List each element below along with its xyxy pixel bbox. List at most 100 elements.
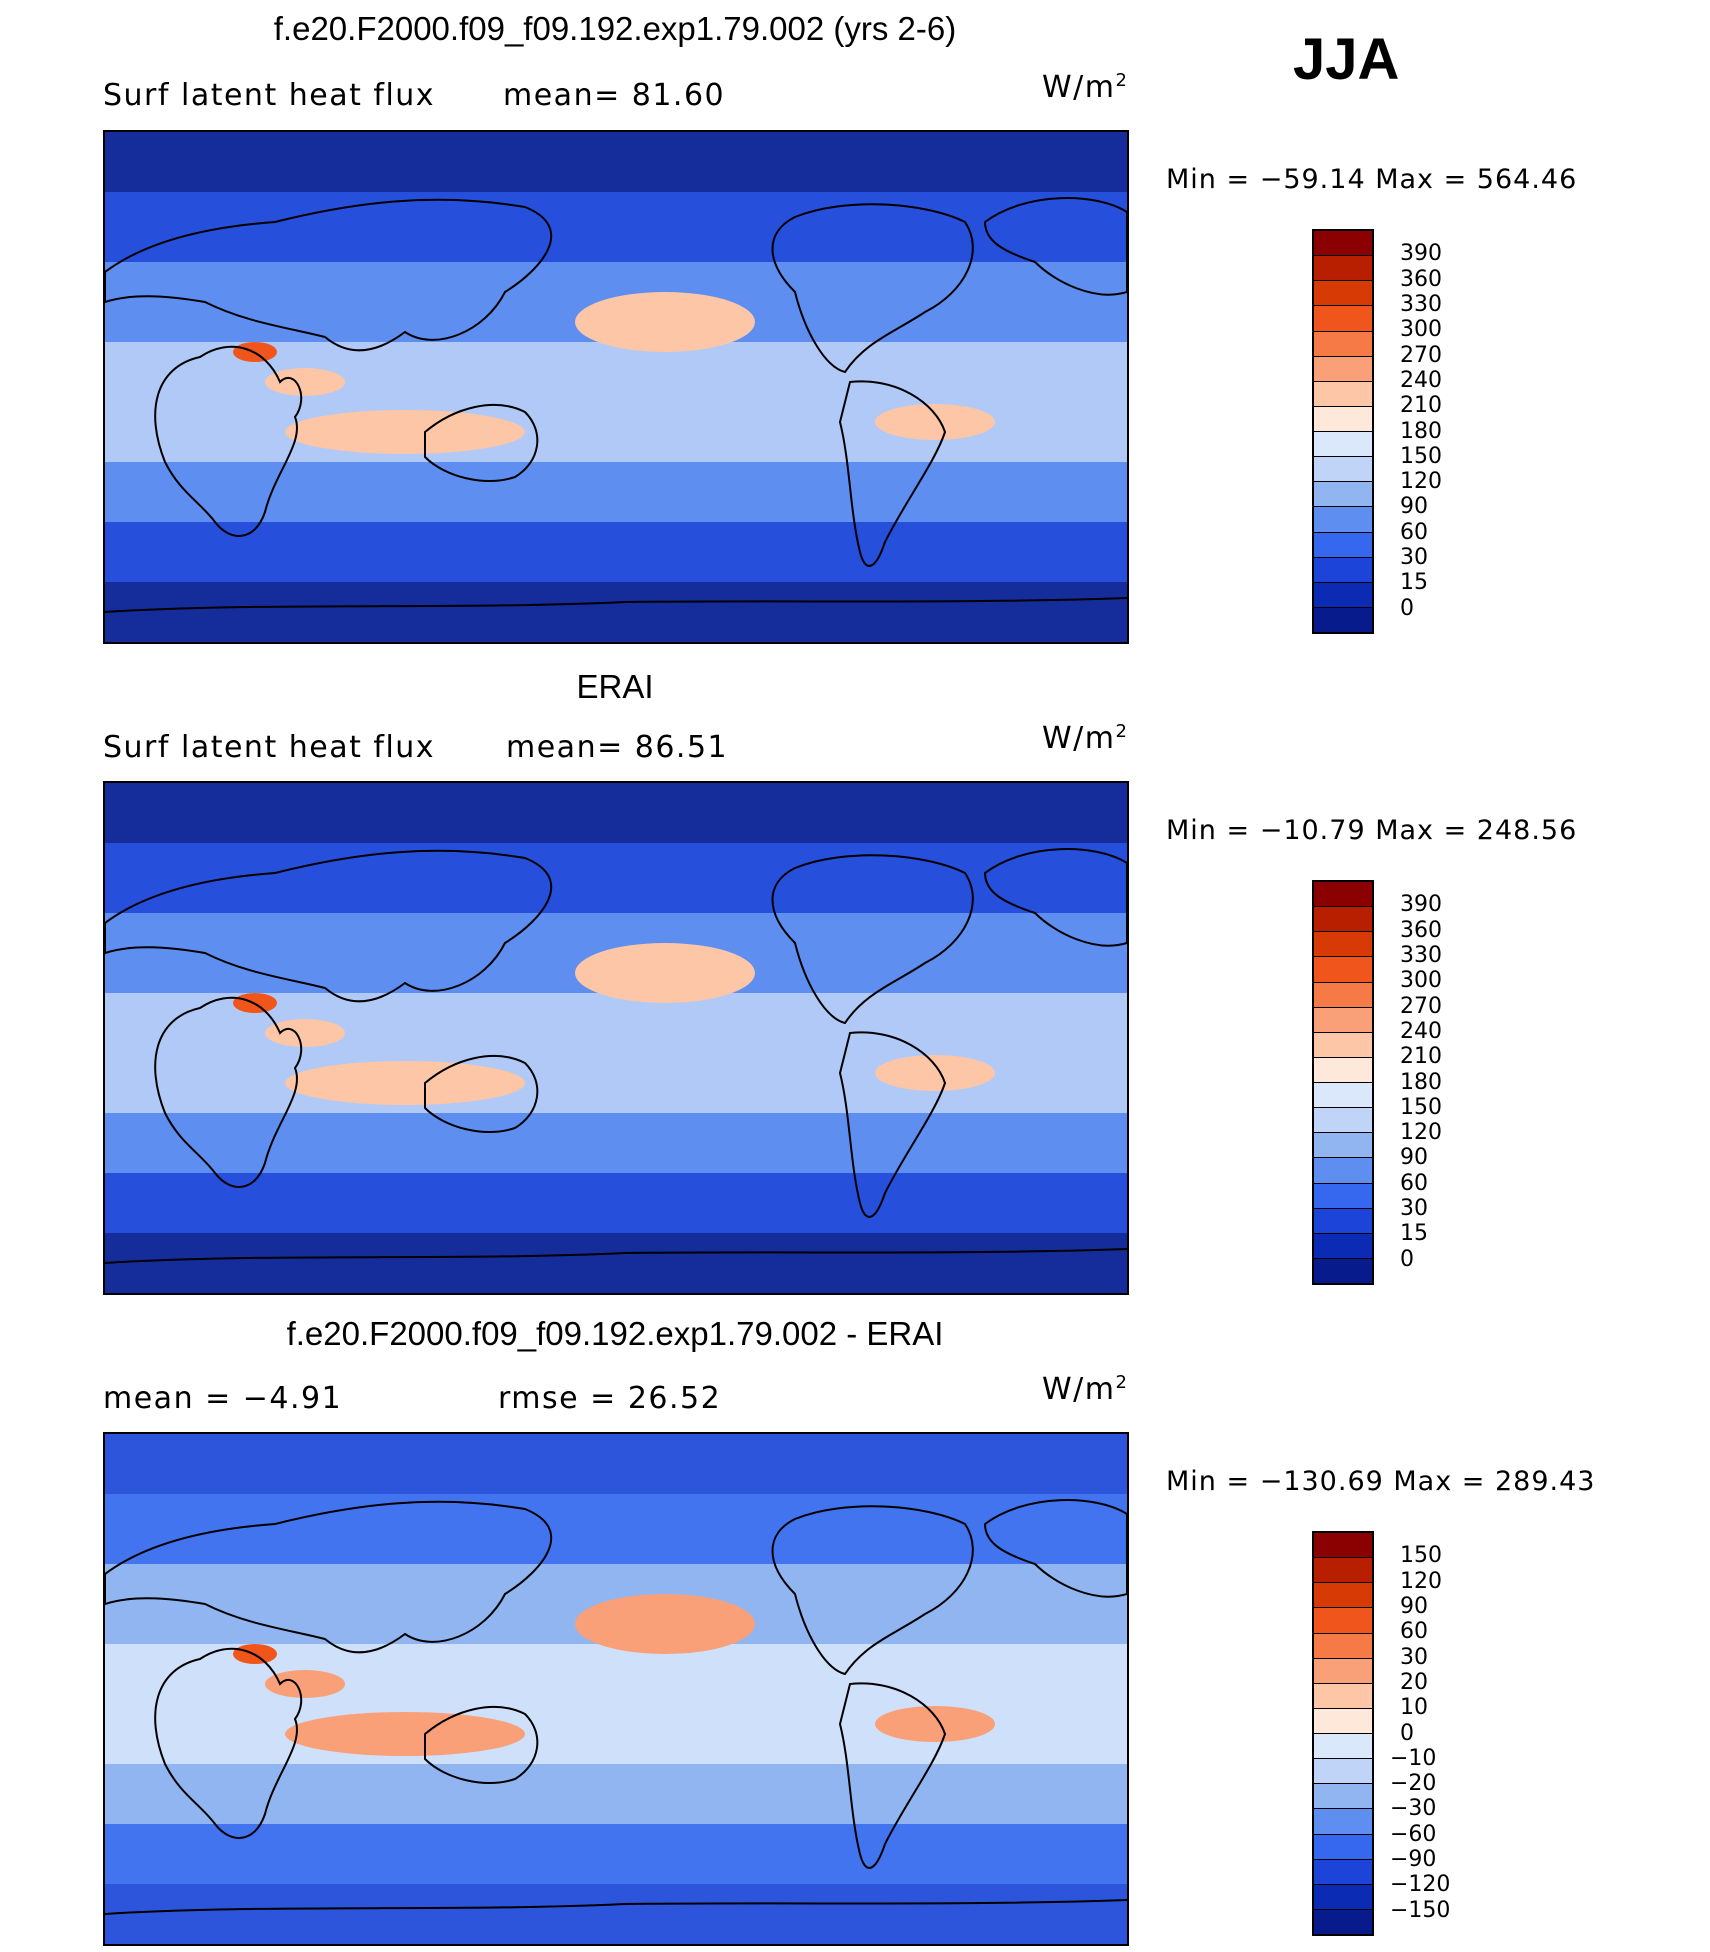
contour-band — [105, 1233, 1127, 1293]
colorbar-tick-label: 60 — [1400, 1170, 1428, 1196]
colorbar-swatch — [1314, 432, 1372, 458]
colorbar-tick-label: −150 — [1390, 1897, 1451, 1923]
colorbar-swatch — [1314, 1759, 1372, 1785]
colorbar-tick-label: 150 — [1400, 443, 1442, 469]
colorbar-swatch — [1314, 1233, 1372, 1259]
coastline — [105, 1899, 1127, 1915]
panel-2-title: ERAI — [576, 668, 654, 705]
colorbar-tick-label: 180 — [1400, 418, 1442, 444]
contour-band — [105, 522, 1127, 582]
panel-1-mean-label: mean= 81.60 — [503, 78, 726, 113]
colorbar-swatch — [1314, 256, 1372, 282]
colorbar-swatch — [1314, 457, 1372, 483]
contour-band — [105, 1434, 1127, 1494]
colorbar-swatch — [1314, 1183, 1372, 1209]
colorbar-swatch — [1314, 1708, 1372, 1734]
colorbar-swatch — [1314, 1057, 1372, 1083]
colorbar-tick-label: 30 — [1400, 1196, 1428, 1222]
panel-3-map — [103, 1432, 1129, 1946]
coastline — [105, 1500, 553, 1654]
contour-band — [105, 192, 1127, 262]
colorbar-swatch — [1314, 1608, 1372, 1634]
coastline — [983, 197, 1127, 296]
colorbar-tick-label: 330 — [1400, 291, 1442, 317]
colorbar-tick-label: 360 — [1400, 917, 1442, 943]
contour-band — [105, 132, 1127, 192]
contour-blob — [875, 1055, 995, 1091]
coastline — [424, 404, 539, 482]
colorbar-swatch — [1314, 607, 1372, 632]
colorbar-tick-label: 270 — [1400, 342, 1442, 368]
contour-blob — [575, 292, 755, 352]
panel-3-mean-label: mean = −4.91 — [103, 1381, 343, 1416]
coastline — [838, 1682, 947, 1869]
coastline — [983, 848, 1127, 947]
coastline — [424, 1706, 539, 1784]
panel-3-min-max: Min = −130.69 Max = 289.43 — [1166, 1466, 1596, 1497]
colorbar-swatch — [1314, 1734, 1372, 1760]
panel-3-colorbar — [1312, 1531, 1374, 1936]
colorbar-swatch — [1314, 1633, 1372, 1659]
colorbar-swatch — [1314, 1683, 1372, 1709]
panel-3-map-field — [105, 1434, 1127, 1944]
panel-1-map-field — [105, 132, 1127, 642]
contour-band — [105, 342, 1127, 462]
colorbar-tick-label: 0 — [1400, 1246, 1414, 1272]
colorbar-tick-label: 300 — [1400, 317, 1442, 343]
panel-2-map-field — [105, 783, 1127, 1293]
contour-blob — [285, 410, 525, 454]
colorbar-swatch — [1314, 306, 1372, 332]
panel-3-rmse-label: rmse = 26.52 — [498, 1381, 722, 1416]
colorbar-swatch — [1314, 1133, 1372, 1159]
contour-band — [105, 783, 1127, 843]
contour-blob — [575, 943, 755, 1003]
contour-band — [105, 993, 1127, 1113]
coastline — [105, 198, 553, 352]
colorbar-tick-label: 60 — [1400, 1619, 1428, 1645]
colorbar-tick-label: 390 — [1400, 241, 1442, 267]
colorbar-tick-label: 90 — [1400, 494, 1428, 520]
colorbar-tick-label: 120 — [1400, 469, 1442, 495]
colorbar-swatch — [1314, 1158, 1372, 1184]
colorbar-tick-label: −10 — [1390, 1745, 1437, 1771]
colorbar-swatch — [1314, 957, 1372, 983]
coastline — [983, 1499, 1127, 1598]
colorbar-swatch — [1314, 1859, 1372, 1885]
colorbar-swatch — [1314, 982, 1372, 1008]
panel-3-colorbar-labels: 150 120 90 60 30 20 10 0 −10 −20 −30 −60 −90 −120 −150 — [1390, 1531, 1510, 1936]
coastline — [154, 1647, 303, 1839]
coastline — [105, 849, 553, 1003]
coastline — [771, 1505, 974, 1676]
coastline — [838, 380, 947, 567]
colorbar-swatch — [1314, 231, 1372, 257]
colorbar-tick-label: 30 — [1400, 1644, 1428, 1670]
colorbar-tick-label: −30 — [1390, 1796, 1437, 1822]
colorbar-tick-label: 120 — [1400, 1120, 1442, 1146]
colorbar-swatch — [1314, 1909, 1372, 1934]
colorbar-tick-label: 60 — [1400, 519, 1428, 545]
panel-1-colorbar — [1312, 229, 1374, 634]
colorbar-tick-label: 240 — [1400, 1018, 1442, 1044]
colorbar-tick-label: 0 — [1400, 1720, 1414, 1746]
colorbar-tick-label: 210 — [1400, 393, 1442, 419]
contour-band — [105, 1173, 1127, 1233]
contour-band — [105, 1113, 1127, 1173]
colorbar-tick-label: 150 — [1400, 1094, 1442, 1120]
colorbar-swatch — [1314, 1884, 1372, 1910]
colorbar-swatch — [1314, 381, 1372, 407]
colorbar-tick-label: 15 — [1400, 570, 1428, 596]
season-label: JJA — [1293, 27, 1400, 92]
panel-2-mean-label: mean= 86.51 — [506, 730, 729, 765]
contour-blob — [265, 1019, 345, 1047]
colorbar-swatch — [1314, 1533, 1372, 1559]
coastline — [838, 1031, 947, 1218]
panel-2-map — [103, 781, 1129, 1295]
colorbar-swatch — [1314, 582, 1372, 608]
colorbar-tick-label: 20 — [1400, 1669, 1428, 1695]
contour-band — [105, 1644, 1127, 1764]
panel-2-units: W/m2 — [1042, 721, 1129, 756]
colorbar-tick-label: 330 — [1400, 942, 1442, 968]
panel-1-units: W/m2 — [1042, 70, 1129, 105]
contour-blob — [265, 368, 345, 396]
colorbar-tick-label: 300 — [1400, 968, 1442, 994]
